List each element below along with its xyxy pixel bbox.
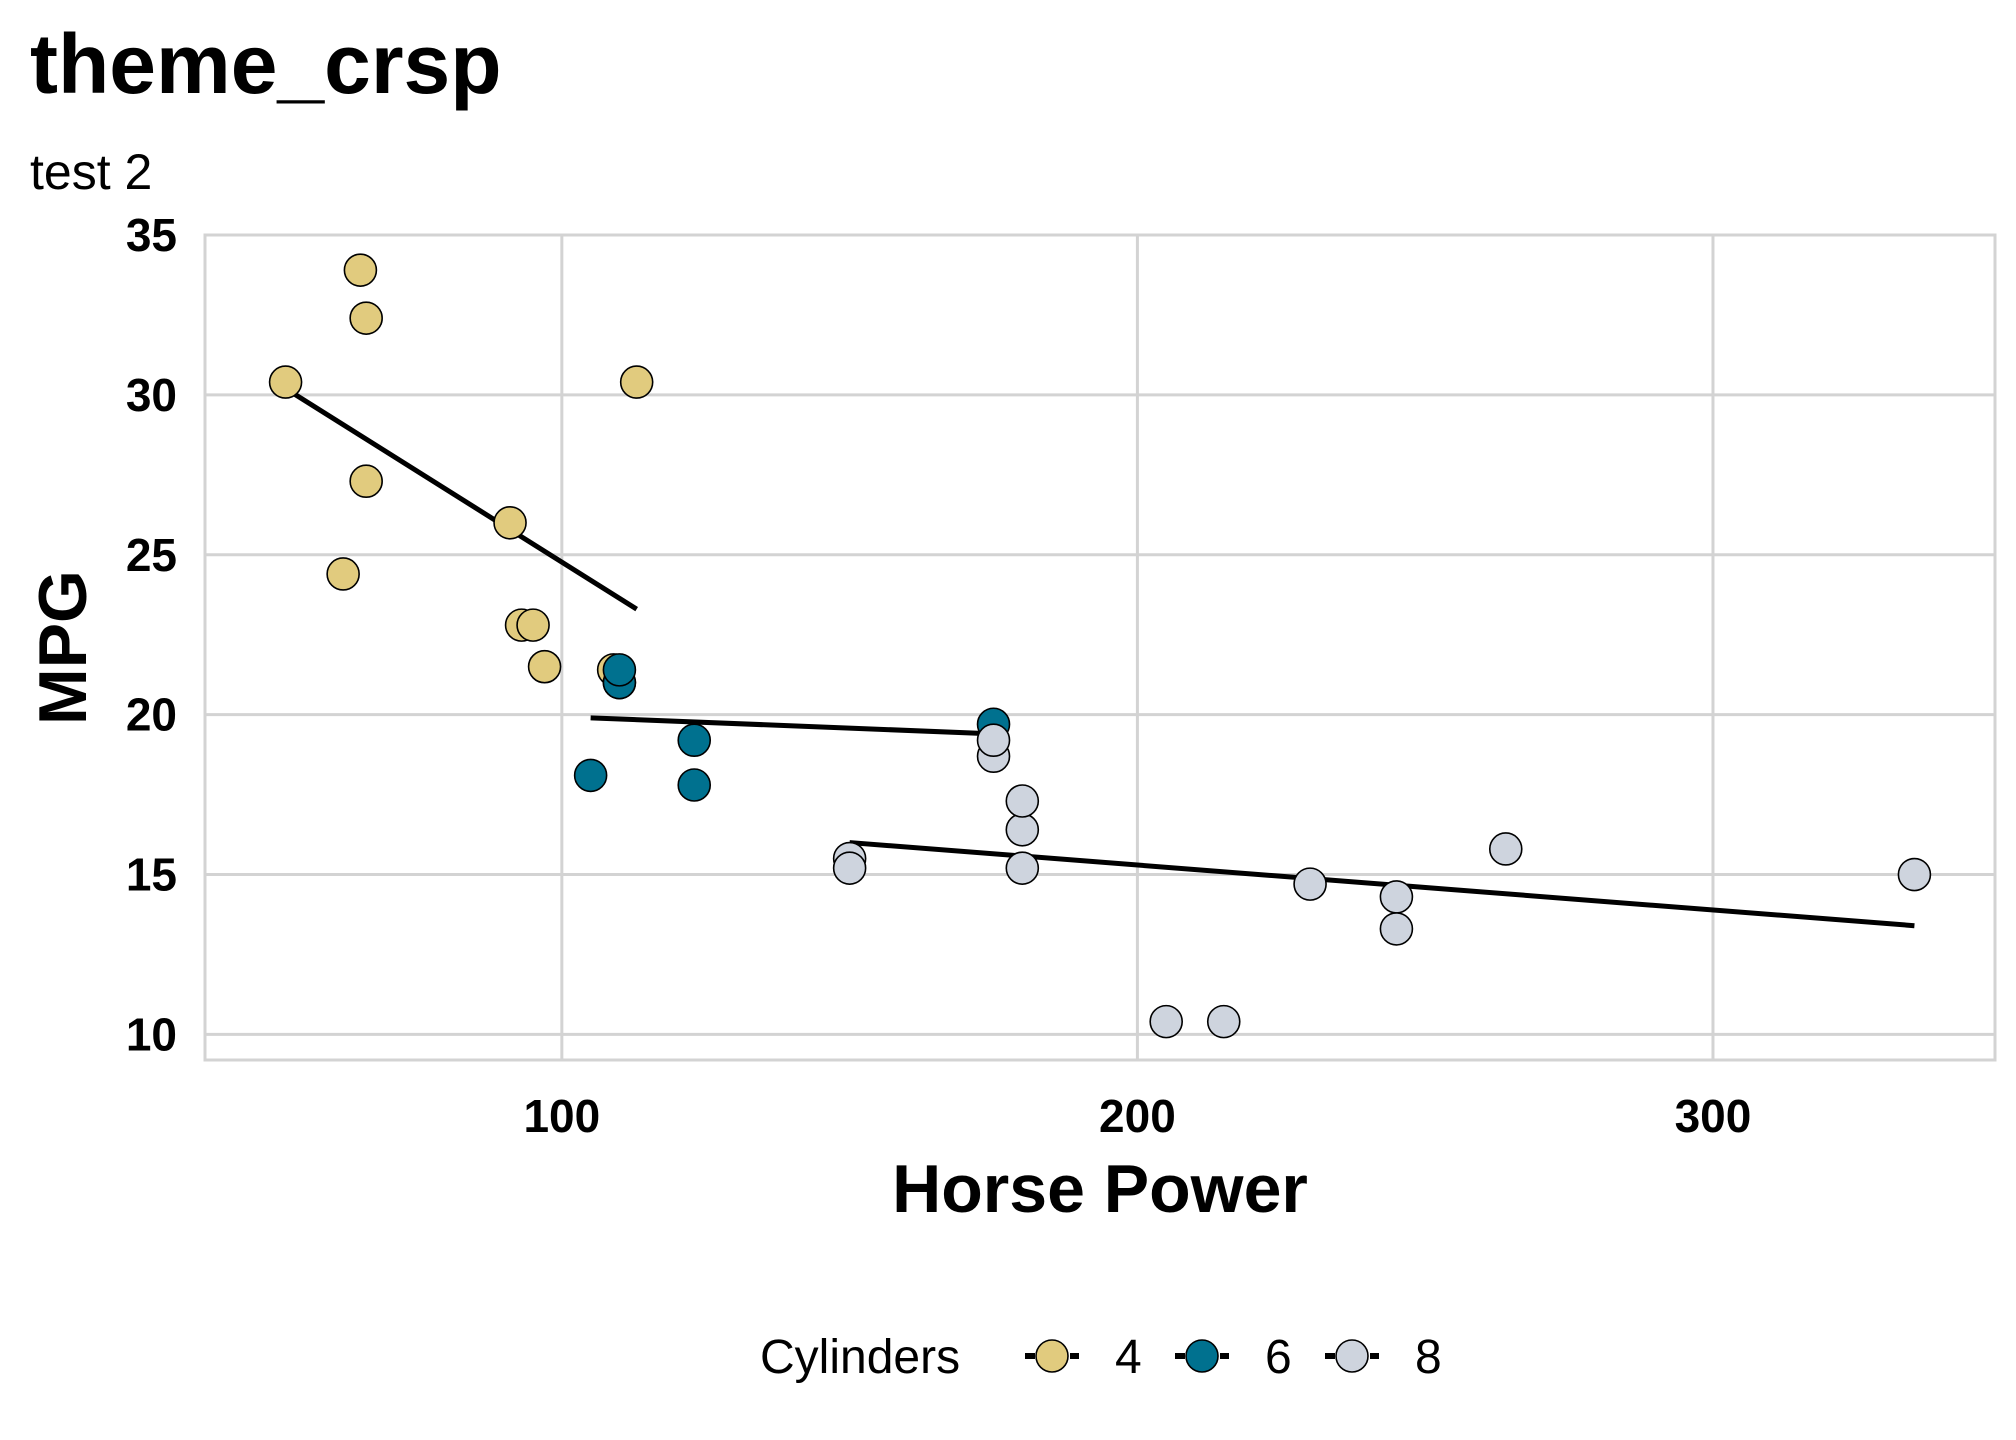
- y-tick-label-25: 25: [126, 529, 177, 581]
- x-tick-label-200: 200: [1099, 1090, 1176, 1142]
- y-tick-label-30: 30: [126, 369, 177, 421]
- trend-line-cyl-6: [590, 715, 994, 737]
- data-point-cyl-4-8: [493, 505, 527, 540]
- data-point-cyl-8-1: [1379, 880, 1414, 914]
- data-point-cyl-8-13: [1897, 857, 1932, 892]
- trend-lines: [284, 386, 1915, 929]
- legend-items: 4 6 8: [1025, 1331, 1442, 1384]
- data-point-cyl-6-3: [573, 758, 608, 793]
- y-tick-label-10: 10: [126, 1008, 177, 1060]
- legend-item-4: 4: [1025, 1331, 1142, 1384]
- axis-ticks: 100 200 300 10 15 20 25 30 35: [126, 209, 1752, 1142]
- data-point-cyl-8-11: [976, 723, 1011, 758]
- data-point-cyl-8-12: [1488, 832, 1523, 866]
- legend-label-8: 8: [1415, 1331, 1442, 1384]
- grid-lines: [205, 233, 1995, 1060]
- data-point-cyl-4-6: [527, 649, 562, 684]
- legend-label-4: 4: [1115, 1331, 1142, 1384]
- trend-line-cyl-8: [849, 840, 1915, 929]
- data-point-cyl-8-6: [1206, 1004, 1241, 1039]
- data-point-cyl-4-7: [349, 464, 383, 499]
- chart-title: theme_crsp: [30, 17, 502, 111]
- data-point-cyl-8-5: [1149, 1004, 1183, 1039]
- data-point-cyl-8-2: [1005, 812, 1040, 847]
- legend-item-6: 6: [1175, 1331, 1292, 1384]
- data-point-cyl-8-9: [832, 851, 867, 885]
- legend-key-point-6: [1185, 1339, 1219, 1373]
- legend-label-6: 6: [1265, 1331, 1292, 1384]
- data-point-cyl-8-7: [1293, 867, 1327, 901]
- y-tick-label-20: 20: [126, 689, 177, 741]
- y-tick-label-35: 35: [126, 209, 177, 261]
- x-axis-title: Horse Power: [892, 1151, 1308, 1227]
- legend-item-8: 8: [1325, 1331, 1442, 1384]
- x-tick-label-300: 300: [1675, 1090, 1752, 1142]
- data-point-cyl-8-3: [1005, 784, 1040, 818]
- legend-key-point-8: [1335, 1339, 1369, 1373]
- data-point-cyl-4-4: [268, 365, 303, 399]
- chart-subtitle: test 2: [30, 144, 153, 200]
- data-points: [268, 253, 1932, 1039]
- data-point-cyl-4-9: [619, 365, 654, 399]
- trend-line-cyl-4: [284, 386, 639, 612]
- legend-title: Cylinders: [760, 1331, 960, 1384]
- data-point-cyl-6-5: [677, 768, 712, 802]
- x-tick-label-100: 100: [523, 1090, 600, 1142]
- legend: Cylinders 4 6 8: [760, 1331, 1442, 1384]
- legend-key-point-4: [1035, 1339, 1069, 1373]
- y-tick-label-15: 15: [126, 849, 177, 901]
- data-point-cyl-8-10: [1379, 912, 1414, 946]
- data-point-cyl-6-2: [602, 653, 637, 687]
- data-point-cyl-4-5: [343, 253, 378, 287]
- data-point-cyl-4-2: [516, 608, 550, 642]
- data-point-cyl-6-4: [677, 723, 712, 758]
- data-point-cyl-4-1: [326, 557, 360, 591]
- y-axis-title: MPG: [25, 570, 101, 725]
- plot-frame: [203, 233, 1997, 1062]
- data-point-cyl-8-4: [1005, 851, 1040, 885]
- data-point-cyl-4-3: [349, 301, 383, 335]
